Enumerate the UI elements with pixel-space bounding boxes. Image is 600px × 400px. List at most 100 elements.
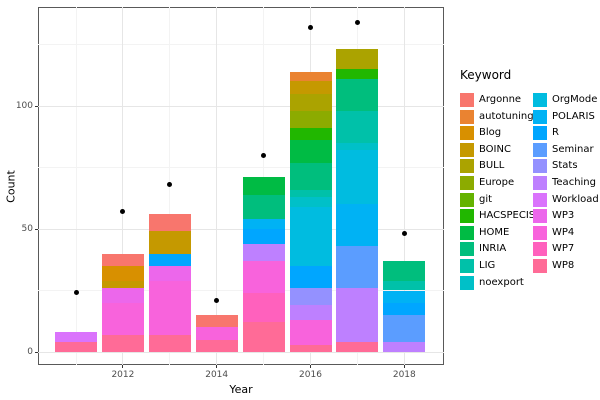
bar-segment-2018-seminar <box>383 315 426 343</box>
bar-segment-2017-inria <box>336 78 379 111</box>
legend-column-1: Argonne autotuning Blog BOINC BULL Europe git H… <box>460 93 535 292</box>
bar-segment-2016-wp8 <box>289 344 332 352</box>
y-gridline-major <box>38 351 444 353</box>
legend-label: Europe <box>479 176 515 188</box>
legend-label: R <box>552 127 559 139</box>
y-gridline-major <box>38 105 444 107</box>
data-point-2014 <box>214 297 220 303</box>
legend-item-wp7: WP7 <box>533 242 599 257</box>
y-axis-tick <box>35 351 38 353</box>
legend-swatch-autotuning <box>460 109 474 124</box>
bar-segment-2012-wp4 <box>101 302 144 335</box>
legend-item-blog: Blog <box>460 126 535 141</box>
x-gridline-major <box>403 7 405 365</box>
legend-label: Argonne <box>479 94 522 105</box>
legend-label: Teaching <box>552 176 596 188</box>
bar-segment-2017-orgmode <box>336 150 379 205</box>
x-gridline-major <box>216 7 218 365</box>
legend-swatch-orgmode <box>533 93 547 107</box>
x-axis-tick <box>216 365 218 368</box>
bar-segment-2017-noexport <box>336 142 379 151</box>
legend-label: WP3 <box>552 210 575 222</box>
legend-item-autotuning: autotuning <box>460 109 535 124</box>
legend-item-europe: Europe <box>460 175 535 190</box>
legend-label: WP7 <box>552 243 575 255</box>
bar-segment-2018-r <box>383 302 426 316</box>
legend-item-polaris: POLARIS <box>533 109 599 124</box>
legend-swatch-teaching <box>533 175 547 190</box>
bar-segment-2018-lig <box>383 280 426 291</box>
bar-segment-2015-wp4 <box>242 260 285 293</box>
bar-segment-2012-wp8 <box>101 334 144 352</box>
legend-item-teaching: Teaching <box>533 175 599 190</box>
bar-segment-2016-r <box>289 265 332 289</box>
bar-segment-2017-wp8 <box>336 342 379 352</box>
legend-label: OrgMode <box>552 94 598 105</box>
data-point-2016 <box>308 24 313 30</box>
legend: Keyword Argonne autotuning Blog BOINC BULL Eu… <box>460 68 599 290</box>
y-axis-tick <box>35 228 38 230</box>
legend-swatch-git <box>460 192 474 207</box>
legend-label: HOME <box>479 226 510 238</box>
bar-segment-2016-home <box>289 140 332 163</box>
legend-label: WP4 <box>552 226 575 238</box>
bar-segment-2012-argonne <box>101 253 144 266</box>
legend-item-home: HOME <box>460 225 535 240</box>
bar-segment-2016-hacspecis <box>289 128 332 141</box>
bar-segment-2016-wp4 <box>289 320 332 345</box>
legend-swatch-hacspecis <box>460 209 474 224</box>
bar-segment-2015-home <box>242 177 285 195</box>
bar-segment-2012-wp3 <box>101 288 144 303</box>
data-point-2013 <box>167 182 173 188</box>
bar-segment-2013-wp4 <box>148 280 191 335</box>
legend-item-orgmode: OrgMode <box>533 93 599 107</box>
legend-swatch-bull <box>460 159 474 174</box>
legend-label: BOINC <box>479 143 511 155</box>
legend-label: HACSPECIS <box>479 210 536 222</box>
bar-segment-2011-wp8 <box>55 342 97 352</box>
legend-item-hacspecis: HACSPECIS <box>460 209 536 224</box>
x-axis-tick <box>310 365 311 368</box>
legend-label: POLARIS <box>552 110 595 122</box>
legend-label: autotuning <box>479 110 534 122</box>
y-gridline-minor <box>38 44 444 45</box>
legend-label: INRIA <box>479 243 507 255</box>
legend-label: noexport <box>479 276 524 288</box>
legend-title: Keyword <box>460 68 512 82</box>
legend-column-2: OrgMode POLARIS R Seminar Stats Teaching Workl… <box>533 93 599 276</box>
bar-segment-2017-lig <box>336 110 379 143</box>
legend-item-noexport: noexport <box>460 275 535 290</box>
bar-segment-2018-inria <box>383 260 426 281</box>
legend-item-inria: INRIA <box>460 242 535 257</box>
legend-swatch-argonne <box>460 93 474 107</box>
bar-segment-2013-boinc <box>148 231 191 254</box>
y-tick-label: 100 <box>15 100 33 111</box>
legend-item-wp3: WP3 <box>533 209 599 224</box>
bar-segment-2014-wp4 <box>195 327 238 340</box>
legend-label: Seminar <box>552 143 594 155</box>
y-gridline-major <box>38 228 444 230</box>
bar-segment-2015-r <box>242 229 285 244</box>
legend-swatch-inria <box>460 242 474 257</box>
data-point-2018 <box>401 231 407 237</box>
y-gridline-minor <box>38 290 444 291</box>
x-tick-label: 2012 <box>111 370 135 380</box>
legend-item-r: R <box>533 126 599 141</box>
bar-segment-2016-europe <box>289 110 332 129</box>
bar-segment-2013-r <box>148 253 191 266</box>
x-gridline-major <box>122 7 124 365</box>
data-point-2017 <box>354 19 360 25</box>
bar-segment-2017-teaching <box>336 288 379 343</box>
legend-item-workload: Workload <box>533 192 599 207</box>
legend-label: LIG <box>479 259 496 271</box>
bar-segment-2013-wp3 <box>148 265 191 281</box>
bar-segment-2016-boinc <box>289 81 332 94</box>
data-point-2012 <box>120 209 126 215</box>
legend-swatch-home <box>460 225 474 240</box>
y-tick-label: 0 <box>27 346 33 357</box>
legend-item-wp8: WP8 <box>533 258 599 273</box>
x-tick-label: 2016 <box>299 370 322 380</box>
bar-segment-2013-argonne <box>148 214 191 232</box>
bar-segment-2017-bull <box>336 49 379 70</box>
